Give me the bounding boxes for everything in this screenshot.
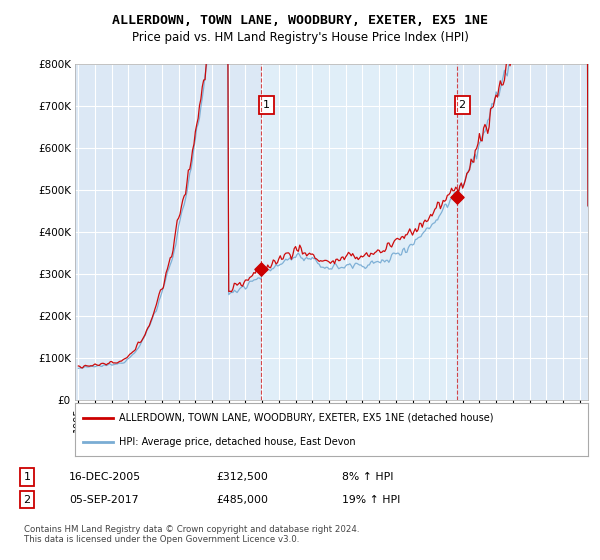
- Point: [452, 192, 462, 201]
- Text: Price paid vs. HM Land Registry's House Price Index (HPI): Price paid vs. HM Land Registry's House …: [131, 31, 469, 44]
- Text: 05-SEP-2017: 05-SEP-2017: [69, 494, 139, 505]
- Text: 16-DEC-2005: 16-DEC-2005: [69, 472, 141, 482]
- Text: 1: 1: [23, 472, 31, 482]
- Text: ALLERDOWN, TOWN LANE, WOODBURY, EXETER, EX5 1NE (detached house): ALLERDOWN, TOWN LANE, WOODBURY, EXETER, …: [119, 413, 493, 423]
- Text: 1: 1: [263, 100, 270, 110]
- Text: 2: 2: [23, 494, 31, 505]
- Text: £485,000: £485,000: [216, 494, 268, 505]
- Text: HPI: Average price, detached house, East Devon: HPI: Average price, detached house, East…: [119, 437, 355, 447]
- Point: [257, 265, 266, 274]
- Text: £312,500: £312,500: [216, 472, 268, 482]
- Text: 2: 2: [458, 100, 466, 110]
- Text: ALLERDOWN, TOWN LANE, WOODBURY, EXETER, EX5 1NE: ALLERDOWN, TOWN LANE, WOODBURY, EXETER, …: [112, 14, 488, 27]
- Text: Contains HM Land Registry data © Crown copyright and database right 2024.
This d: Contains HM Land Registry data © Crown c…: [24, 525, 359, 544]
- Text: 19% ↑ HPI: 19% ↑ HPI: [342, 494, 400, 505]
- Bar: [262, 64, 457, 400]
- Text: 8% ↑ HPI: 8% ↑ HPI: [342, 472, 394, 482]
